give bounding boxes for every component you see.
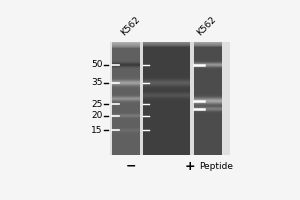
Text: K562: K562 (195, 14, 218, 37)
Text: 35: 35 (91, 78, 103, 87)
Bar (190, 42, 194, 155)
Text: Peptide: Peptide (199, 162, 233, 171)
Text: 25: 25 (91, 100, 103, 109)
Text: +: + (184, 160, 195, 173)
Bar (110, 42, 230, 155)
Bar (140, 42, 143, 155)
Text: −: − (125, 160, 136, 173)
Text: 50: 50 (91, 60, 103, 69)
Text: 15: 15 (91, 126, 103, 135)
Text: 20: 20 (91, 111, 103, 120)
Text: K562: K562 (119, 14, 142, 37)
